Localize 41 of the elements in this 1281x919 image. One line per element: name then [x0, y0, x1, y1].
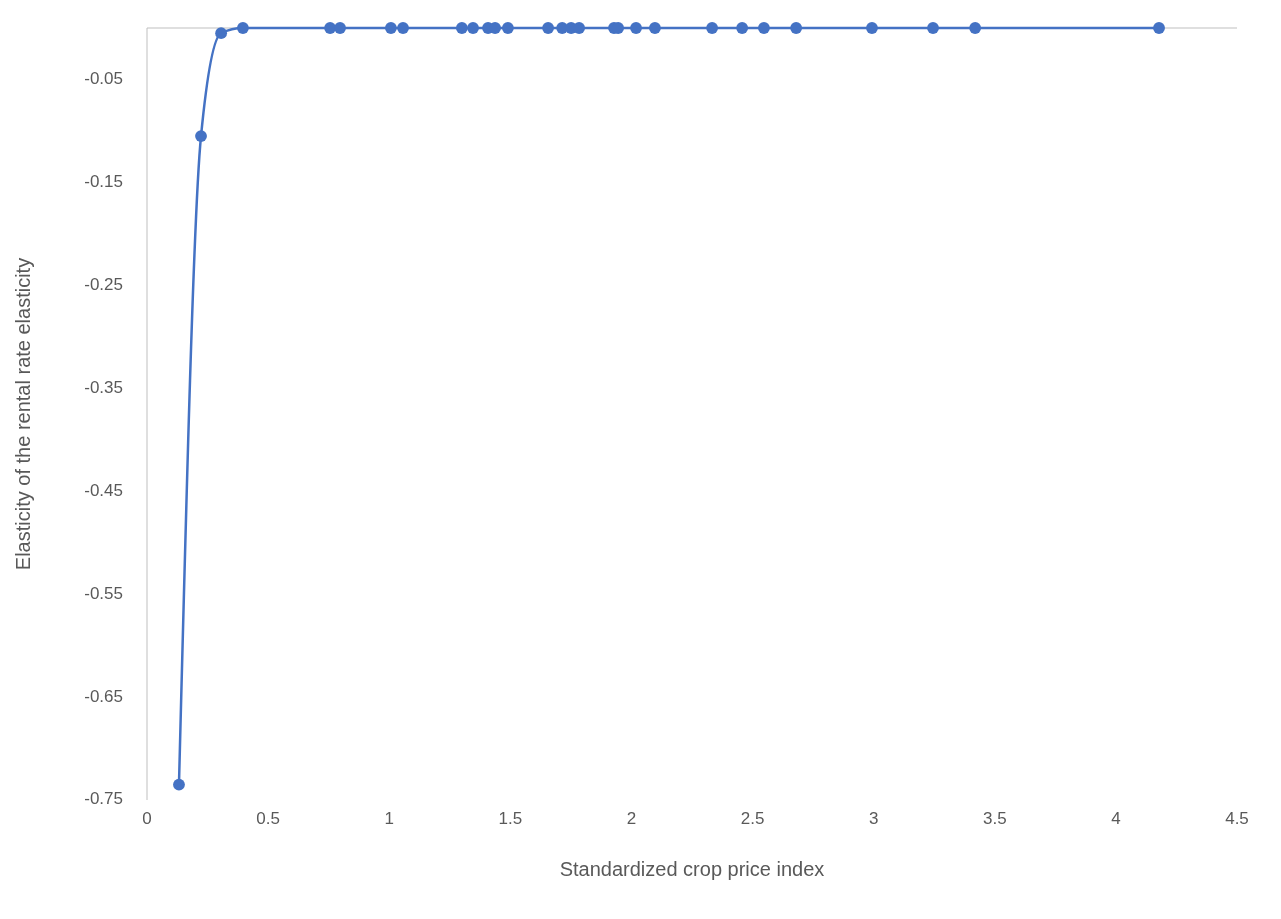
- point: [649, 22, 661, 34]
- x-tick-label: 4.5: [1225, 809, 1249, 828]
- x-tick-label: 2: [626, 809, 637, 828]
- x-tick-label: 3.5: [982, 809, 1007, 828]
- point: [790, 22, 803, 34]
- point: [467, 22, 479, 34]
- x-tick-label: 0: [142, 809, 152, 828]
- point: [866, 22, 878, 34]
- x-tick-label: 4: [1111, 809, 1121, 828]
- point: [215, 27, 228, 40]
- point: [706, 22, 719, 34]
- y-tick-label: -0.15: [84, 171, 123, 191]
- x-tick-label: 2.5: [740, 809, 765, 828]
- point: [195, 130, 207, 142]
- point: [397, 22, 409, 34]
- x-tick-label: 0.5: [256, 809, 280, 828]
- x-tick-label: 1.5: [498, 809, 523, 828]
- y-tick-label: -0.35: [84, 377, 123, 397]
- y-axis-title: Elasticity of the rental rate elasticity: [12, 257, 34, 571]
- point: [385, 22, 397, 34]
- point: [334, 22, 346, 34]
- point: [1153, 22, 1165, 34]
- y-tick-label: -0.05: [84, 68, 123, 88]
- point: [542, 22, 555, 34]
- y-tick-label: -0.65: [84, 686, 123, 706]
- point: [237, 22, 249, 34]
- x-tick-label: 1: [384, 809, 394, 828]
- point: [501, 22, 514, 34]
- point: [630, 22, 642, 34]
- point: [173, 778, 185, 791]
- point: [736, 22, 749, 34]
- x-tick-label: 3: [868, 809, 879, 828]
- point: [455, 22, 468, 34]
- x-axis-title: Standardized crop price index: [559, 858, 825, 880]
- y-tick-label: -0.45: [84, 480, 123, 500]
- y-tick-label: -0.75: [84, 789, 123, 809]
- y-tick-label: -0.55: [84, 583, 123, 603]
- point: [969, 22, 982, 34]
- y-tick-label: -0.25: [84, 274, 123, 294]
- point: [758, 22, 770, 34]
- point: [927, 22, 939, 34]
